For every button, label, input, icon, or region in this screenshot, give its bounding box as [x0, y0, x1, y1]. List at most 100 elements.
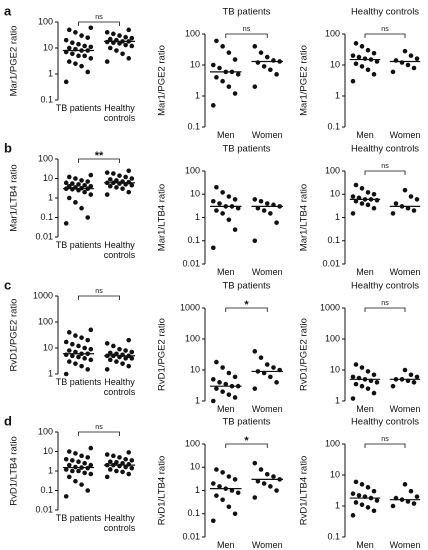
data-point	[402, 48, 408, 54]
data-point	[66, 348, 72, 353]
data-point	[88, 192, 94, 197]
y-axis-label: RvD1/PGE2 ratio	[299, 318, 310, 391]
data-point	[79, 205, 84, 211]
data-point	[129, 349, 135, 355]
data-point	[411, 501, 417, 506]
data-point	[211, 377, 216, 382]
data-point	[82, 470, 87, 476]
data-point	[126, 450, 132, 455]
y-tick-label: 1	[335, 90, 340, 100]
data-point	[76, 468, 81, 474]
data-point	[88, 25, 94, 31]
data-point	[264, 471, 270, 477]
significance-bracket	[78, 431, 120, 436]
y-tick-label: 1000	[320, 302, 340, 312]
y-tick-label: 10	[190, 189, 200, 199]
y-tick-label: 100	[38, 316, 53, 326]
x-tick-label: Men	[216, 540, 235, 550]
x-tick-label-box: Healthy controls	[104, 103, 136, 123]
data-point	[88, 357, 94, 363]
x-tick-label: Women	[389, 267, 421, 277]
x-tick-label-box: Men	[356, 540, 374, 550]
data-point	[76, 41, 81, 47]
data-point	[411, 208, 417, 213]
panel-letter: d	[4, 413, 12, 428]
data-point	[126, 179, 132, 185]
data-point	[79, 335, 84, 340]
data-point	[123, 174, 128, 180]
x-tick-label: Healthy controls	[103, 377, 136, 397]
data-point	[232, 91, 238, 96]
data-point	[73, 176, 78, 181]
data-point	[104, 367, 110, 372]
data-point	[220, 44, 225, 49]
data-point	[371, 191, 377, 197]
data-point	[365, 386, 371, 391]
x-tick-label: Healthy controls	[103, 240, 136, 260]
significance-bracket	[364, 307, 406, 312]
x-tick-label-box: Women	[389, 540, 421, 550]
y-tick-label: 0.1	[327, 531, 340, 541]
data-point	[271, 474, 276, 479]
y-tick-label: 0.01	[35, 504, 53, 514]
data-point	[129, 43, 135, 49]
data-point	[114, 468, 119, 474]
data-point	[252, 238, 258, 244]
data-point	[123, 348, 128, 353]
data-point	[85, 179, 91, 184]
y-tick-label: 10	[43, 173, 53, 183]
y-tick-label: 10	[330, 59, 340, 69]
panel-letter: a	[4, 3, 12, 18]
y-tick-label: 1000	[180, 302, 200, 312]
data-point	[414, 494, 420, 499]
x-tick-label: Men	[216, 404, 235, 414]
x-tick-label-box: TB patients	[56, 240, 102, 250]
y-tick-label: 10	[190, 59, 200, 69]
y-tick-label: 10	[190, 364, 200, 374]
data-point	[63, 180, 69, 186]
data-point	[85, 367, 91, 372]
y-tick-label: 1	[195, 395, 200, 405]
data-point	[126, 363, 132, 369]
data-point	[104, 341, 110, 346]
data-point	[261, 481, 267, 486]
data-point	[261, 64, 267, 69]
data-point	[107, 467, 113, 472]
data-point	[126, 337, 132, 343]
data-point	[359, 44, 365, 49]
data-point	[365, 369, 371, 374]
significance-label: ns	[95, 14, 103, 21]
panel-title: TB patients	[222, 7, 270, 18]
y-tick-label: 1	[48, 465, 53, 475]
data-point	[123, 34, 128, 40]
x-tick-label: Women	[389, 540, 421, 550]
x-tick-label-box: Men	[356, 404, 374, 414]
data-point	[226, 504, 232, 510]
significance-bracket	[225, 33, 268, 38]
data-point	[235, 72, 241, 77]
data-point	[411, 380, 417, 385]
data-point	[73, 361, 78, 366]
data-point	[211, 245, 216, 251]
data-point	[104, 30, 110, 35]
data-point	[374, 197, 380, 203]
data-point	[211, 62, 216, 68]
data-point	[271, 365, 276, 370]
data-point	[274, 488, 279, 493]
x-tick-label: TB patients	[55, 103, 102, 113]
data-point	[73, 333, 78, 338]
data-point	[126, 471, 132, 477]
data-point	[359, 186, 365, 191]
y-tick-label: 100	[325, 28, 340, 38]
data-point	[268, 484, 273, 489]
data-point	[107, 183, 113, 189]
y-tick-label: 0.1	[327, 121, 340, 131]
data-point	[353, 61, 359, 67]
data-point	[214, 493, 219, 498]
data-point	[88, 56, 94, 61]
x-tick-label-box: Men	[217, 267, 235, 277]
data-point	[88, 445, 94, 451]
y-tick-label: 10	[330, 189, 340, 199]
data-point	[365, 505, 371, 510]
x-tick-label-box: TB patients	[56, 377, 102, 387]
